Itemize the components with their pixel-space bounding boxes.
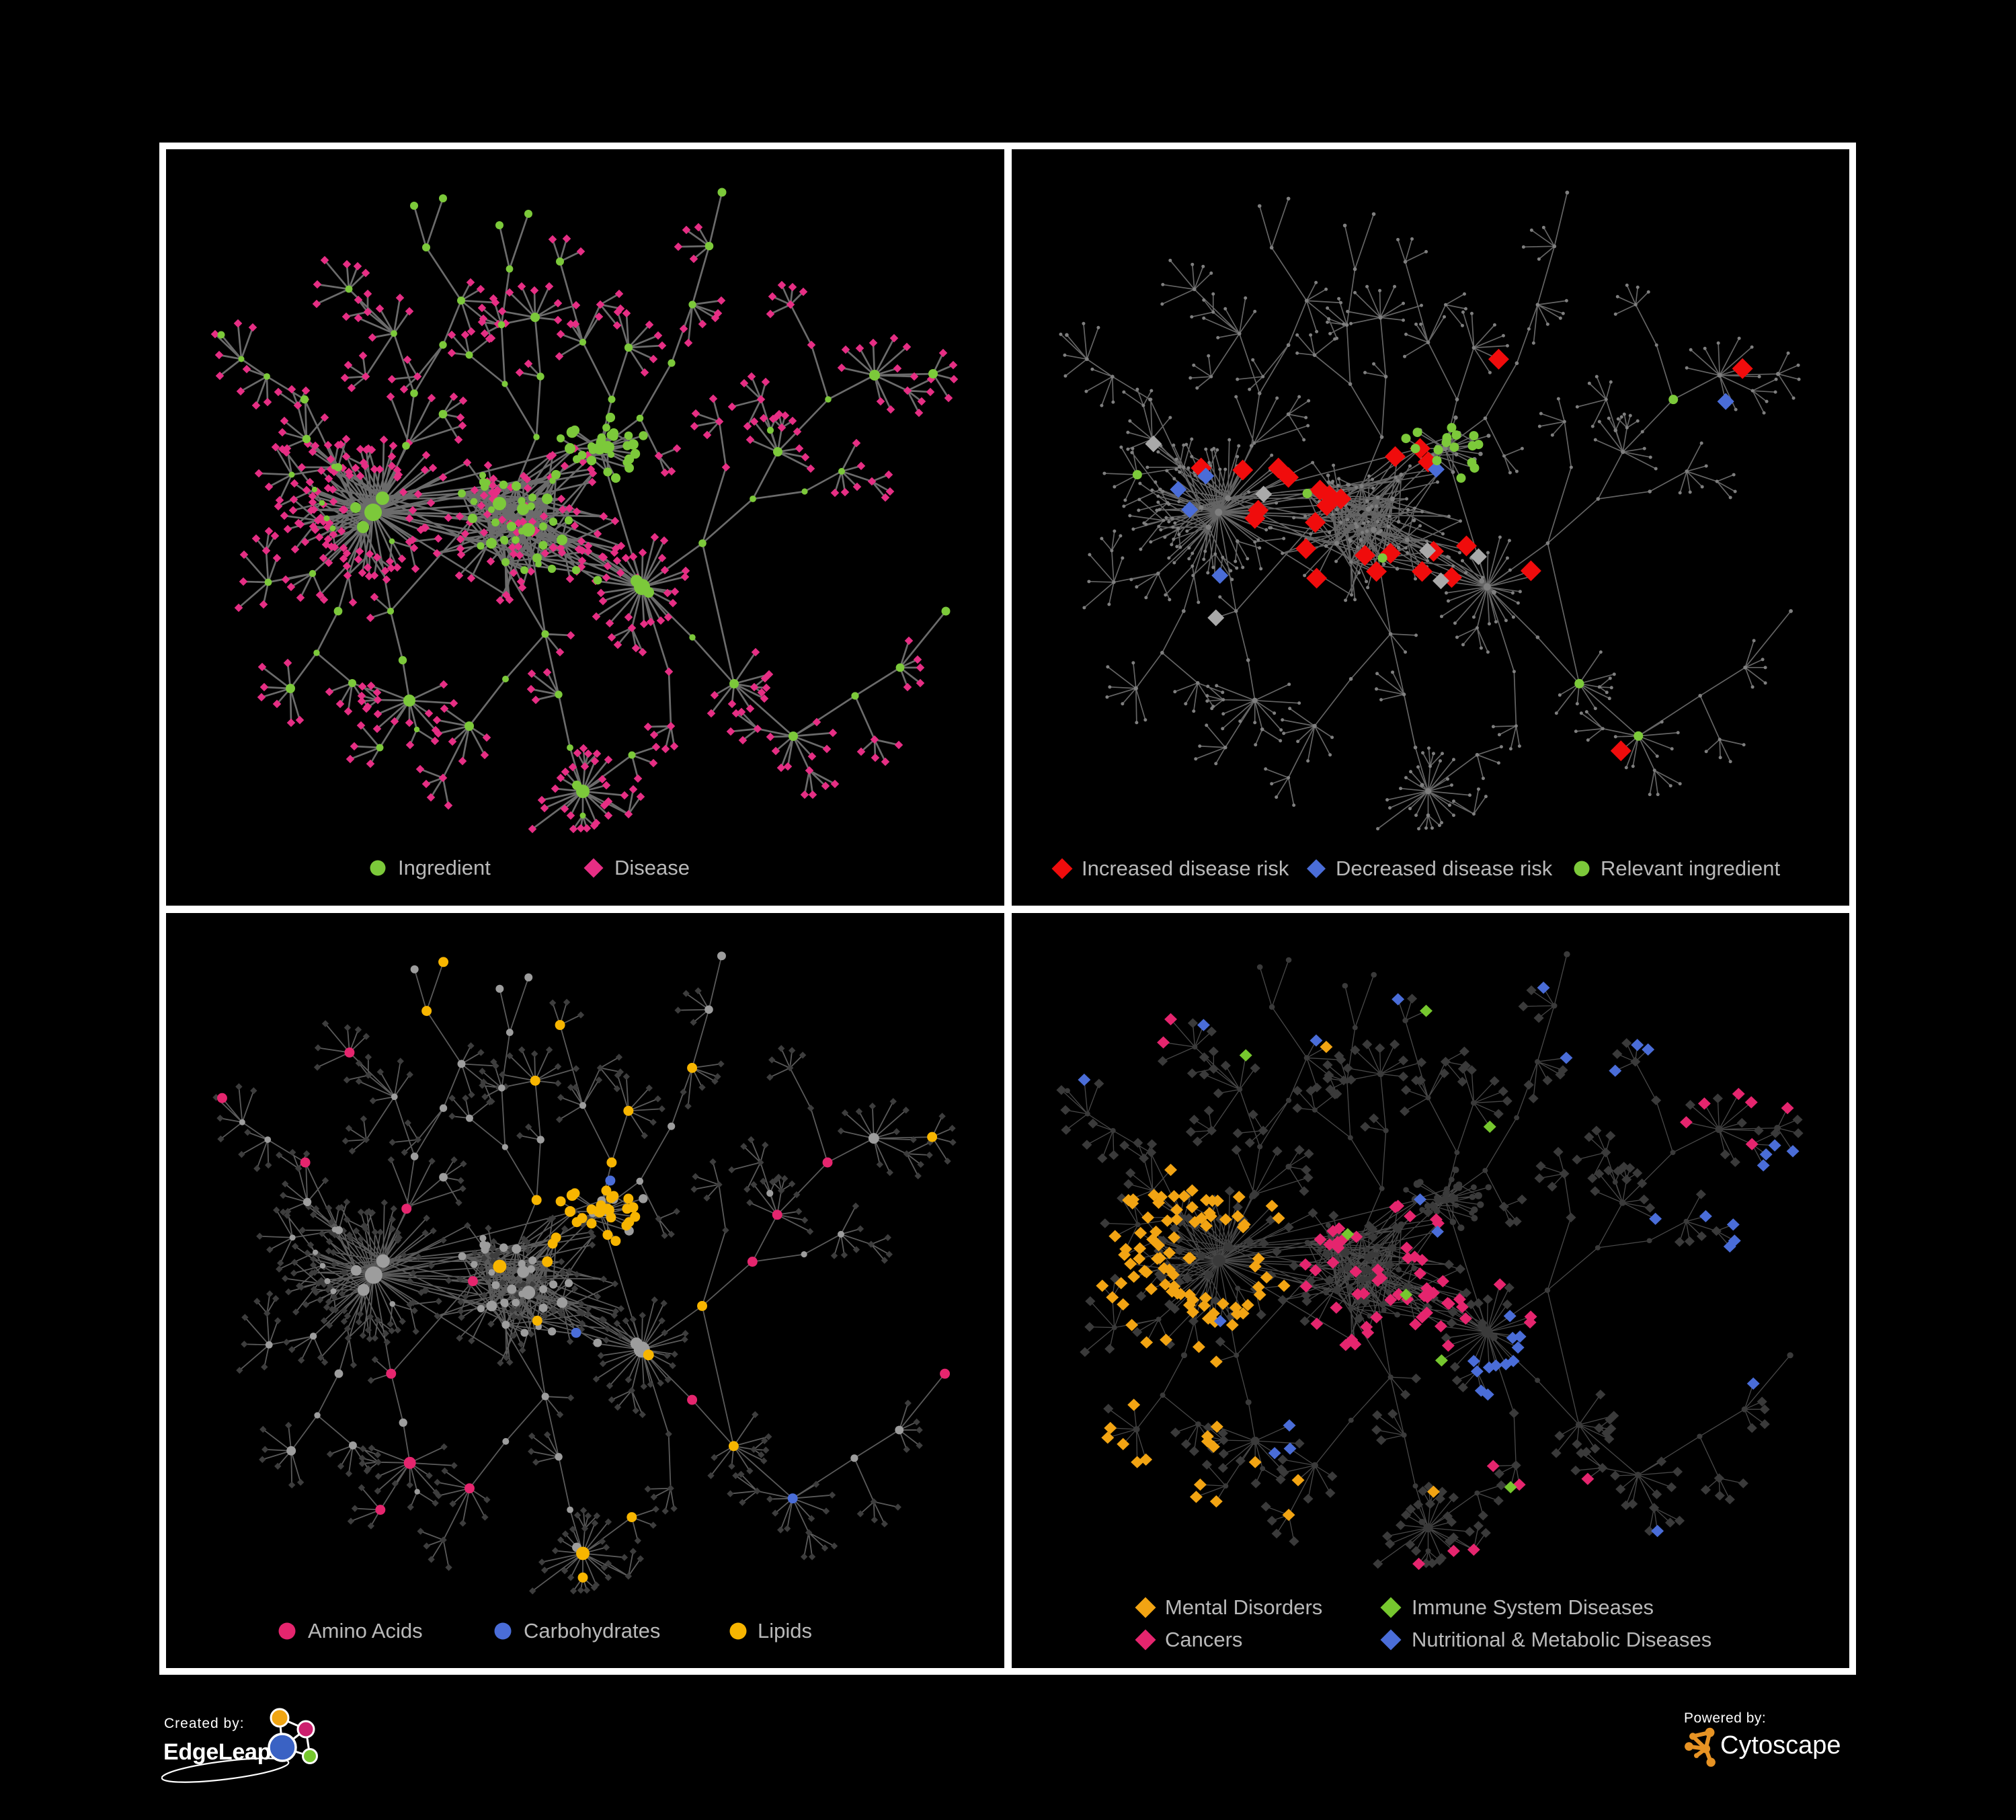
- svg-text:Created by:: Created by:: [164, 1716, 245, 1731]
- svg-text:Powered by:: Powered by:: [1684, 1710, 1766, 1726]
- svg-text:EdgeLeap: EdgeLeap: [163, 1739, 271, 1765]
- svg-text:Cytoscape: Cytoscape: [1720, 1731, 1841, 1759]
